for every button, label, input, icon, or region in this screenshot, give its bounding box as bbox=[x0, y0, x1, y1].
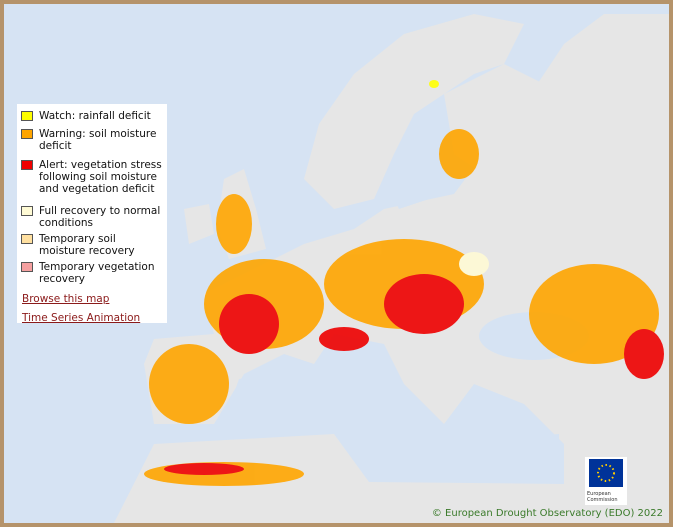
legend-item: Alert: vegetation stress following soil … bbox=[21, 159, 165, 195]
alert-area bbox=[319, 327, 369, 351]
legend-link[interactable]: Browse this map bbox=[22, 293, 110, 305]
legend-link[interactable]: Time Series Animation bbox=[22, 312, 141, 324]
legend-label: Watch: rainfall deficit bbox=[39, 110, 151, 122]
eu-logo: European Commission bbox=[585, 457, 627, 505]
alert-area bbox=[384, 274, 464, 334]
drought-areas bbox=[144, 80, 664, 486]
legend-swatch bbox=[21, 160, 33, 170]
warning-area bbox=[529, 264, 659, 364]
scandinavia bbox=[304, 14, 524, 209]
legend-label: Temporary soil moisture recovery bbox=[39, 233, 135, 257]
legend-label: Full recovery to normal conditions bbox=[39, 205, 161, 229]
legend-swatch bbox=[21, 129, 33, 139]
adriatic bbox=[349, 339, 399, 396]
alert-area bbox=[624, 329, 664, 379]
legend-item: Full recovery to normal conditions bbox=[21, 205, 165, 229]
legend-label: Temporary vegetation recovery bbox=[39, 261, 155, 285]
legend-label: Alert: vegetation stress following soil … bbox=[39, 159, 162, 195]
africa bbox=[114, 434, 564, 523]
legend-swatch bbox=[21, 234, 33, 244]
ireland bbox=[184, 204, 214, 244]
warning-area bbox=[216, 194, 252, 254]
alert-area bbox=[219, 294, 279, 354]
watch-area bbox=[429, 80, 439, 88]
baltic-sea bbox=[384, 114, 449, 209]
recovery-area bbox=[459, 252, 489, 276]
eu-flag bbox=[589, 459, 623, 487]
legend-swatch bbox=[21, 206, 33, 216]
legend-item: Temporary vegetation recovery bbox=[21, 261, 165, 285]
map bbox=[114, 14, 669, 523]
alert-area bbox=[164, 463, 244, 475]
legend-swatch bbox=[21, 262, 33, 272]
logo-label: European Commission bbox=[587, 491, 618, 503]
legend-item: Watch: rainfall deficit bbox=[21, 110, 165, 122]
legend-label: Warning: soil moisture deficit bbox=[39, 128, 157, 152]
legend-swatch bbox=[21, 111, 33, 121]
legend-item: Temporary soil moisture recovery bbox=[21, 233, 165, 257]
warning-area bbox=[439, 129, 479, 179]
legend-item: Warning: soil moisture deficit bbox=[21, 128, 165, 152]
legend: Watch: rainfall deficit Warning: soil moi… bbox=[17, 104, 167, 324]
credit: © European Drought Observatory (EDO) 202… bbox=[431, 508, 663, 519]
warning-area bbox=[149, 344, 229, 424]
flag-bg bbox=[589, 459, 623, 487]
flag-stars bbox=[597, 464, 615, 482]
